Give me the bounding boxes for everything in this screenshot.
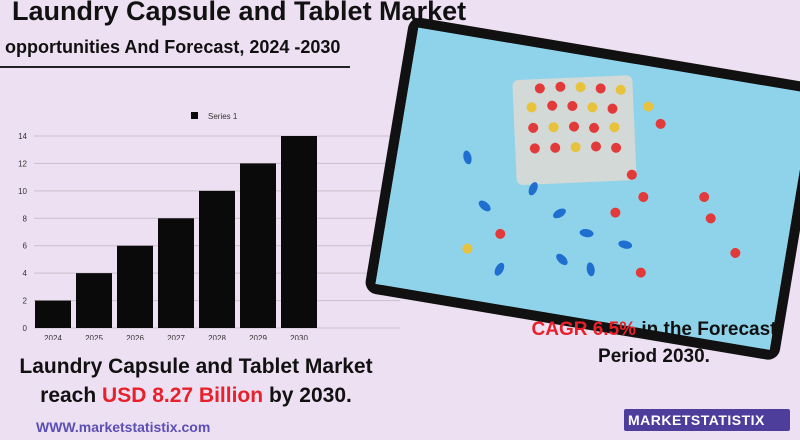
pill	[556, 253, 568, 266]
y-tick-label: 4	[23, 269, 28, 278]
website-link[interactable]: WWW.marketstatistix.com	[36, 419, 211, 435]
pill	[534, 83, 545, 94]
pill	[699, 192, 710, 203]
y-tick-label: 8	[23, 214, 28, 223]
x-tick-label: 2024	[44, 334, 62, 340]
chart-bars	[35, 136, 317, 328]
x-axis-ticks: 2024 2025 2026 2027 2028 2029 2030	[44, 334, 308, 340]
page-subtitle: opportunities And Forecast, 2024 -2030	[5, 37, 341, 57]
pill	[568, 121, 579, 132]
brand-logo-part2: STATISTIX	[690, 412, 765, 428]
page-title: Laundry Capsule and Tablet Market	[12, 0, 467, 26]
x-tick-label: 2028	[208, 334, 226, 340]
pill	[730, 247, 741, 258]
capsules-image	[375, 27, 800, 350]
x-tick-label: 2027	[167, 334, 185, 340]
pill	[705, 213, 716, 224]
pill	[586, 262, 595, 277]
title-divider	[0, 66, 350, 68]
pill	[595, 83, 606, 94]
brand-logo-part1: MARKET	[628, 412, 691, 428]
y-tick-label: 12	[18, 159, 27, 168]
capsules-photo	[363, 16, 800, 362]
pill	[529, 143, 540, 154]
pill	[635, 267, 646, 278]
bar-2025	[76, 273, 112, 328]
pill	[494, 262, 505, 276]
cagr-value: CAGR 6.5%	[531, 319, 637, 340]
bar-2030	[281, 136, 317, 328]
y-tick-label: 14	[18, 132, 27, 141]
pill	[638, 191, 649, 202]
pill	[550, 142, 561, 153]
y-axis-ticks: 0 2 4 6 8 10 12 14	[18, 132, 27, 333]
chart-legend: Series 1	[191, 112, 238, 121]
pill	[463, 150, 472, 165]
pill	[528, 122, 539, 133]
pill	[555, 81, 566, 92]
legend-label: Series 1	[208, 112, 238, 121]
pill	[643, 101, 654, 112]
pill	[495, 228, 506, 239]
y-tick-label: 2	[23, 297, 28, 306]
pill	[478, 200, 491, 212]
reach-prefix: reach	[40, 384, 97, 407]
cagr-forecast-text: in the Forecast	[641, 319, 777, 340]
bar-2024	[35, 300, 71, 328]
pill	[591, 141, 602, 152]
pill	[609, 122, 620, 133]
bar-2029	[240, 163, 276, 328]
pill	[548, 122, 559, 133]
y-tick-label: 0	[23, 324, 28, 333]
cagr-statement: CAGR 6.5% in the Forecast Period 2030.	[508, 316, 800, 370]
pill	[611, 142, 622, 153]
x-tick-label: 2025	[85, 334, 103, 340]
pill	[526, 102, 537, 113]
pill	[615, 84, 626, 95]
pill	[553, 208, 566, 219]
y-tick-label: 10	[18, 187, 27, 196]
pill	[610, 207, 621, 218]
pill	[655, 118, 666, 129]
market-reach-statement: Laundry Capsule and Tablet Market reach …	[0, 352, 392, 410]
bar-2026	[117, 245, 153, 328]
pill	[462, 243, 473, 254]
x-tick-label: 2026	[126, 334, 144, 340]
cagr-period: Period 2030.	[598, 346, 710, 367]
x-tick-label: 2029	[249, 334, 267, 340]
brand-logo: MARKETSTATISTIX	[624, 409, 790, 431]
pill	[575, 82, 586, 93]
pill	[528, 182, 538, 196]
pill	[618, 240, 633, 249]
bar-2028	[199, 190, 235, 328]
pills	[462, 81, 741, 278]
bar-chart: 0 2 4 6 8 10 12 14 2024 2025 2026 2027 2028 2029 2030…	[18, 112, 400, 340]
pill	[547, 100, 558, 111]
pill	[570, 142, 581, 153]
pill	[587, 102, 598, 113]
pill	[567, 101, 578, 112]
reach-line1: Laundry Capsule and Tablet Market	[19, 355, 373, 378]
bar-2027	[158, 218, 194, 328]
x-tick-label: 2030	[290, 334, 308, 340]
reach-amount: USD 8.27 Billion	[102, 384, 264, 407]
y-tick-label: 6	[23, 242, 28, 251]
legend-swatch	[191, 112, 198, 119]
pill	[626, 169, 637, 180]
pill	[607, 103, 618, 114]
pill	[579, 229, 594, 238]
pill	[589, 122, 600, 133]
reach-suffix: by 2030.	[268, 384, 352, 407]
